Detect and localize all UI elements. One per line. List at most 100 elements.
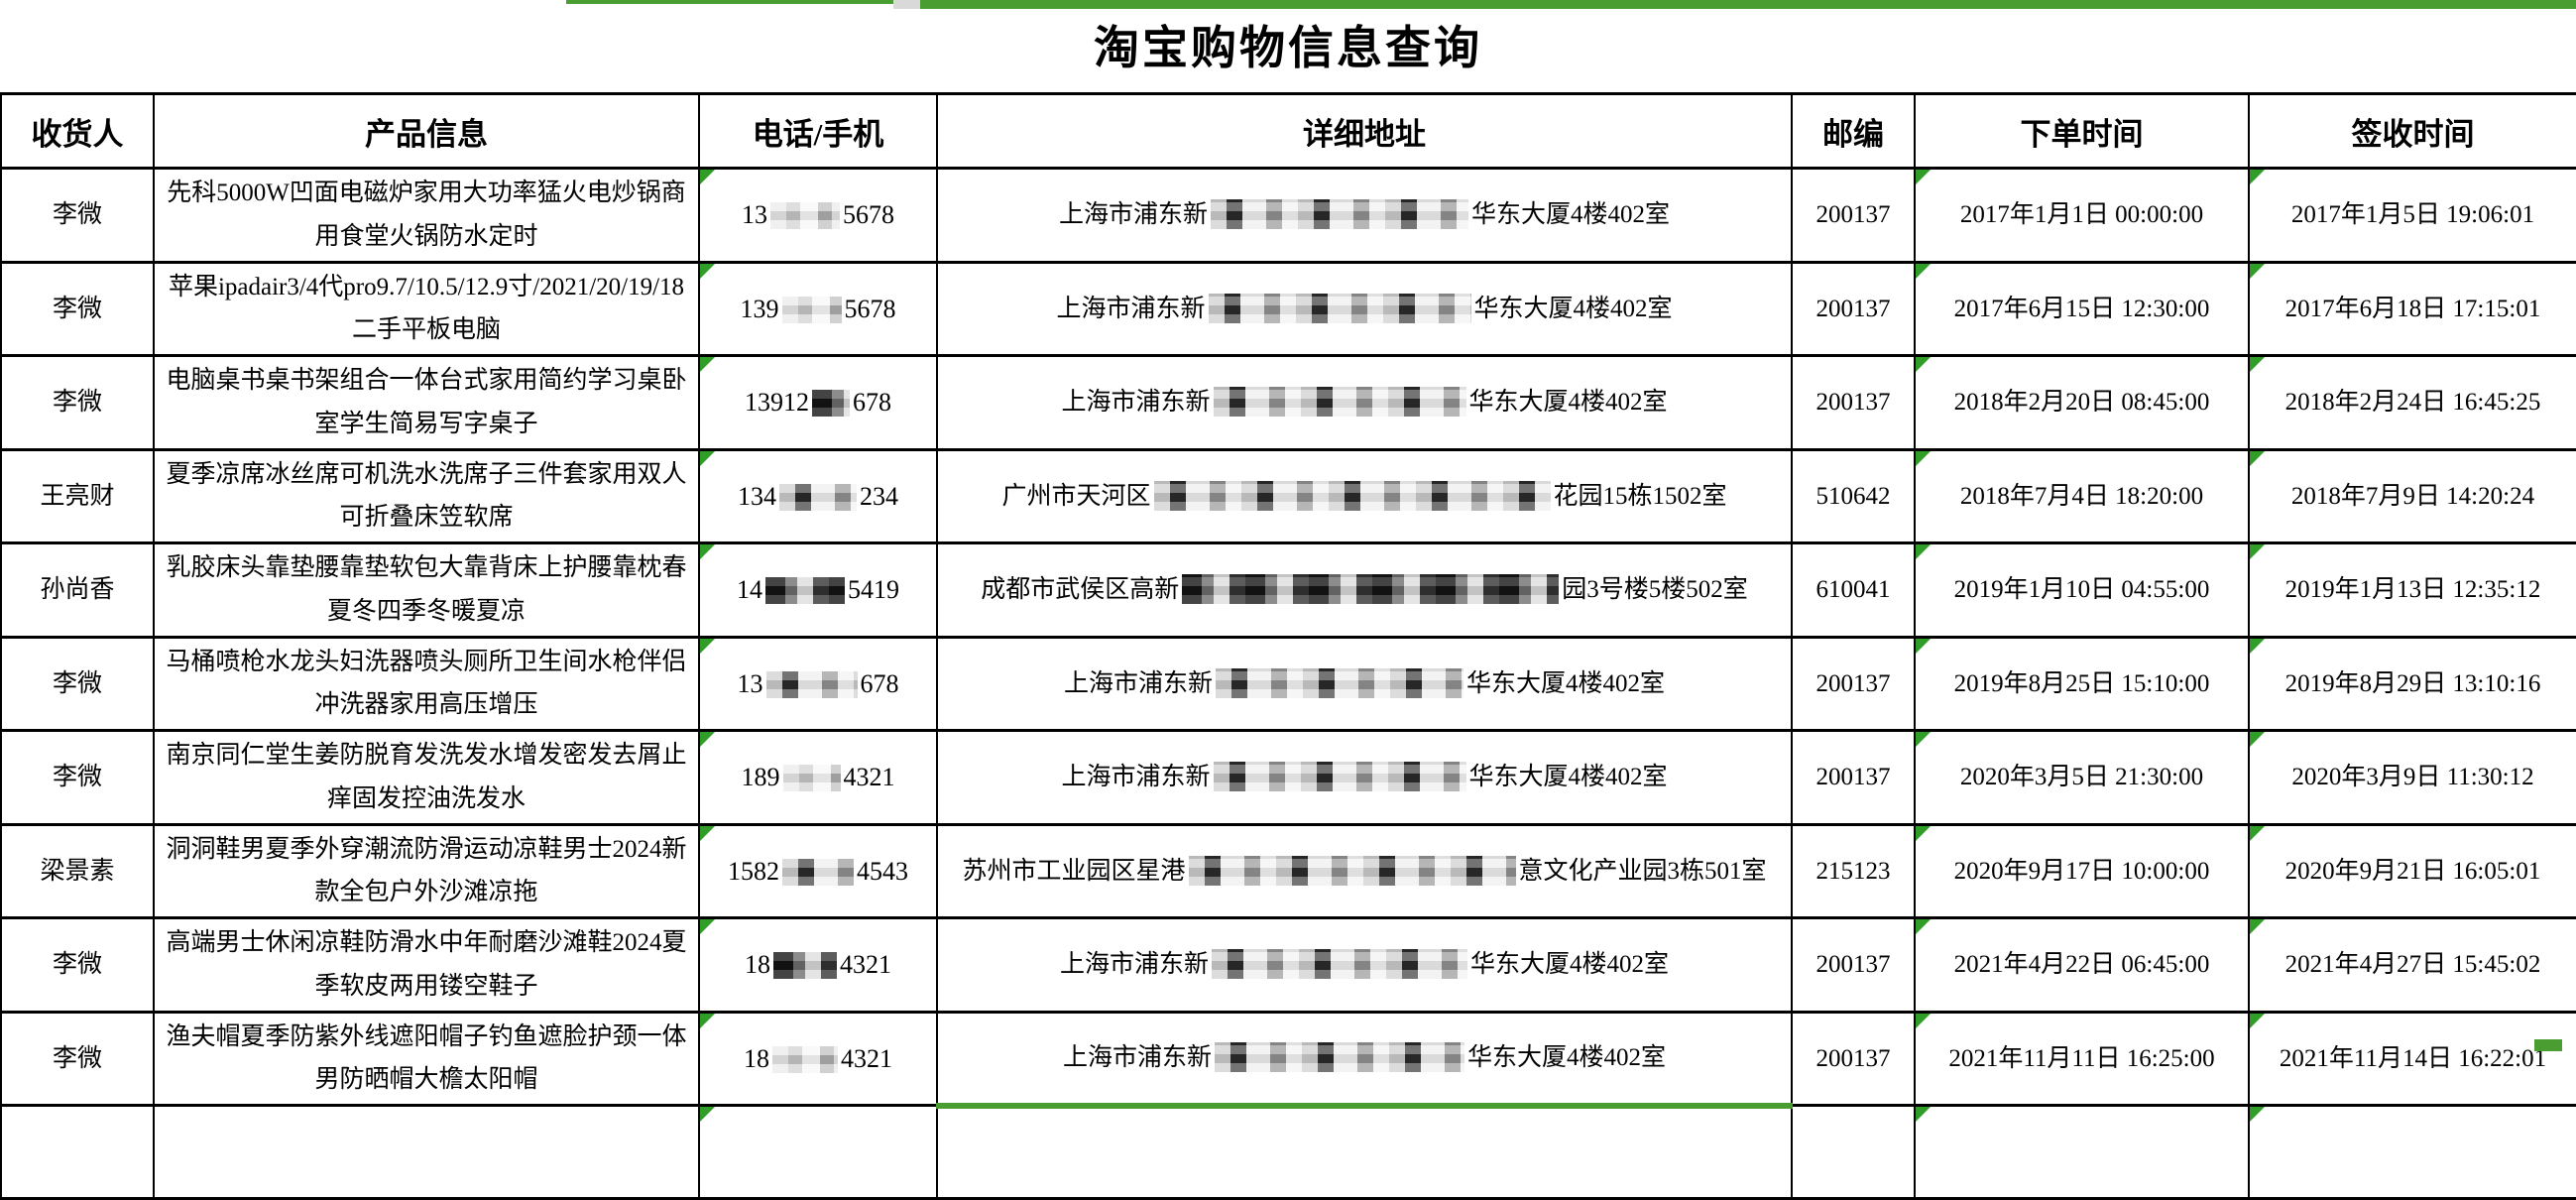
cell-recipient[interactable]: 李微 (0, 635, 155, 732)
cell-order-time[interactable]: 2017年6月15日 12:30:00 (1914, 260, 2250, 357)
phone-prefix: 1582 (728, 856, 779, 886)
col-header-product[interactable]: 产品信息 (153, 92, 700, 170)
col-header-order-time[interactable]: 下单时间 (1914, 92, 2250, 170)
col-header-recipient[interactable]: 收货人 (0, 92, 155, 170)
cell-product[interactable]: 南京同仁堂生姜防脱育发洗发水增发密发去屑止痒固发控油洗发水 (153, 729, 700, 826)
cell-phone[interactable]: 1582 4543 (698, 822, 938, 919)
cell-postcode[interactable]: 215123 (1791, 822, 1916, 919)
phone-prefix: 189 (741, 763, 780, 792)
cell-sign-time[interactable]: 2019年1月13日 12:35:12 (2248, 541, 2576, 639)
cell-phone[interactable]: 189 4321 (698, 729, 938, 826)
cell-order-time[interactable]: 2020年9月17日 10:00:00 (1914, 822, 2250, 919)
cell-product[interactable]: 苹果ipadair3/4代pro9.7/10.5/12.9寸/2021/20/1… (153, 260, 700, 357)
cell-postcode[interactable]: 510642 (1791, 447, 1916, 544)
cell-address[interactable]: 上海市浦东新 华东大厦4楼402室 (936, 635, 1793, 732)
cell-postcode[interactable]: 200137 (1791, 635, 1916, 732)
error-indicator-icon (2251, 639, 2265, 654)
cell-phone[interactable]: 134 234 (698, 447, 938, 544)
col-header-phone[interactable]: 电话/手机 (698, 92, 938, 170)
error-indicator-icon (2251, 171, 2265, 184)
cell-postcode[interactable]: 200137 (1791, 260, 1916, 357)
cell-order-time[interactable]: 2019年1月10日 04:55:00 (1914, 541, 2250, 639)
cell-sign-time[interactable]: 2017年6月18日 17:15:01 (2248, 260, 2576, 357)
cell-address[interactable]: 广州市天河区 花园15栋1502室 (936, 447, 1793, 544)
cell-recipient[interactable]: 王亮财 (0, 447, 155, 544)
cell-postcode[interactable]: 200137 (1791, 167, 1916, 264)
cell-recipient[interactable]: 李微 (0, 260, 155, 357)
cell-product[interactable]: 夏季凉席冰丝席可机洗水洗席子三件套家用双人可折叠床笠软席 (153, 447, 700, 544)
col-header-address[interactable]: 详细地址 (936, 92, 1793, 170)
cell-phone[interactable]: 14 5419 (698, 541, 938, 639)
sign-time-text: 2020年3月9日 11:30:12 (2291, 764, 2534, 790)
cell-address[interactable]: 上海市浦东新 华东大厦4楼402室 (936, 1010, 1793, 1107)
cell-phone[interactable]: 139 5678 (698, 260, 938, 357)
cell-phone[interactable]: 18 4321 (698, 916, 938, 1014)
cell-order-time[interactable]: 2019年8月25日 15:10:00 (1914, 635, 2250, 732)
cell-phone[interactable] (698, 1104, 938, 1200)
cell-phone[interactable]: 13912 678 (698, 354, 938, 451)
error-indicator-icon (701, 545, 715, 559)
cell-recipient[interactable]: 孙尚香 (0, 541, 155, 639)
cell-order-time[interactable]: 2021年11月11日 16:25:00 (1914, 1010, 2250, 1107)
cell-order-time[interactable]: 2017年1月1日 00:00:00 (1914, 167, 2250, 264)
cell-address[interactable]: 上海市浦东新 华东大厦4楼402室 (936, 260, 1793, 357)
table-row: 李微 高端男士休闲凉鞋防滑水中年耐磨沙滩鞋2024夏季软皮两用镂空鞋子 18 43… (0, 916, 2576, 1014)
cell-sign-time[interactable]: 2020年3月9日 11:30:12 (2248, 729, 2576, 826)
cell-postcode[interactable]: 200137 (1791, 1010, 1916, 1107)
cell-product[interactable]: 电脑桌书桌书架组合一体台式家用简约学习桌卧室学生简易写字桌子 (153, 354, 700, 451)
error-indicator-icon (701, 733, 715, 747)
cell-order-time[interactable]: 2021年4月22日 06:45:00 (1914, 916, 2250, 1014)
cell-order-time[interactable]: 2018年2月20日 08:45:00 (1914, 354, 2250, 451)
order-time-text: 2021年11月11日 16:25:00 (1948, 1044, 2215, 1072)
cell-sign-time[interactable] (2248, 1104, 2576, 1200)
cell-product[interactable]: 乳胶床头靠垫腰靠垫软包大靠背床上护腰靠枕春夏冬四季冬暖夏凉 (153, 541, 700, 639)
cell-phone[interactable]: 18 4321 (698, 1010, 938, 1107)
address-suffix: 华东大厦4楼402室 (1473, 295, 1673, 322)
cell-order-time[interactable]: 2018年7月4日 18:20:00 (1914, 447, 2250, 544)
cell-sign-time[interactable]: 2021年4月27日 15:45:02 (2248, 916, 2576, 1014)
cell-address[interactable]: 上海市浦东新 华东大厦4楼402室 (936, 729, 1793, 826)
cell-recipient[interactable]: 李微 (0, 354, 155, 451)
cell-recipient[interactable]: 李微 (0, 916, 155, 1014)
cell-address[interactable]: 苏州市工业园区星港 意文化产业园3栋501室 (936, 822, 1793, 919)
cell-order-time[interactable] (1914, 1104, 2250, 1200)
cell-phone[interactable]: 13 5678 (698, 167, 938, 264)
cell-sign-time[interactable]: 2021年11月14日 16:22:01 (2248, 1010, 2576, 1107)
selection-handle[interactable] (2534, 1039, 2562, 1051)
phone-suffix: 234 (860, 481, 898, 511)
order-time-text: 2020年9月17日 10:00:00 (1953, 857, 2210, 885)
cell-product[interactable]: 渔夫帽夏季防紫外线遮阳帽子钓鱼遮脸护颈一体男防晒帽大檐太阳帽 (153, 1010, 700, 1107)
cell-address[interactable]: 成都市武侯区高新 园3号楼5楼502室 (936, 541, 1793, 639)
col-header-postcode[interactable]: 邮编 (1791, 92, 1916, 170)
cell-address[interactable]: 上海市浦东新 华东大厦4楼402室 (936, 167, 1793, 264)
error-indicator-icon (701, 920, 715, 934)
error-indicator-icon (1917, 920, 1931, 934)
cell-postcode[interactable] (1791, 1104, 1916, 1200)
col-header-sign-time[interactable]: 签收时间 (2248, 92, 2576, 170)
cell-product[interactable]: 高端男士休闲凉鞋防滑水中年耐磨沙滩鞋2024夏季软皮两用镂空鞋子 (153, 916, 700, 1014)
cell-postcode[interactable]: 200137 (1791, 729, 1916, 826)
cell-sign-time[interactable]: 2020年9月21日 16:05:01 (2248, 822, 2576, 919)
cell-recipient[interactable]: 李微 (0, 729, 155, 826)
cell-product[interactable]: 马桶喷枪水龙头妇洗器喷头厕所卫生间水枪伴侣冲洗器家用高压增压 (153, 635, 700, 732)
cell-sign-time[interactable]: 2017年1月5日 19:06:01 (2248, 167, 2576, 264)
cell-product[interactable]: 先科5000W凹面电磁炉家用大功率猛火电炒锅商用食堂火锅防水定时 (153, 167, 700, 264)
cell-postcode[interactable]: 200137 (1791, 916, 1916, 1014)
cell-postcode[interactable]: 200137 (1791, 354, 1916, 451)
cell-sign-time[interactable]: 2018年7月9日 14:20:24 (2248, 447, 2576, 544)
cell-sign-time[interactable]: 2018年2月24日 16:45:25 (2248, 354, 2576, 451)
cell-sign-time[interactable]: 2019年8月29日 13:10:16 (2248, 635, 2576, 732)
cell-address[interactable]: 上海市浦东新 华东大厦4楼402室 (936, 354, 1793, 451)
cell-recipient[interactable]: 李微 (0, 167, 155, 264)
cell-address[interactable]: 上海市浦东新 华东大厦4楼402室 (936, 916, 1793, 1014)
cell-product[interactable]: 洞洞鞋男夏季外穿潮流防滑运动凉鞋男士2024新款全包户外沙滩凉拖 (153, 822, 700, 919)
cell-phone[interactable]: 13 678 (698, 635, 938, 732)
cell-recipient[interactable] (0, 1104, 155, 1200)
cell-order-time[interactable]: 2020年3月5日 21:30:00 (1914, 729, 2250, 826)
cell-recipient[interactable]: 梁景素 (0, 822, 155, 919)
cell-address[interactable] (936, 1102, 1793, 1200)
cell-product[interactable] (153, 1104, 700, 1200)
redaction-mosaic (773, 952, 837, 980)
cell-recipient[interactable]: 李微 (0, 1010, 155, 1107)
cell-postcode[interactable]: 610041 (1791, 541, 1916, 639)
